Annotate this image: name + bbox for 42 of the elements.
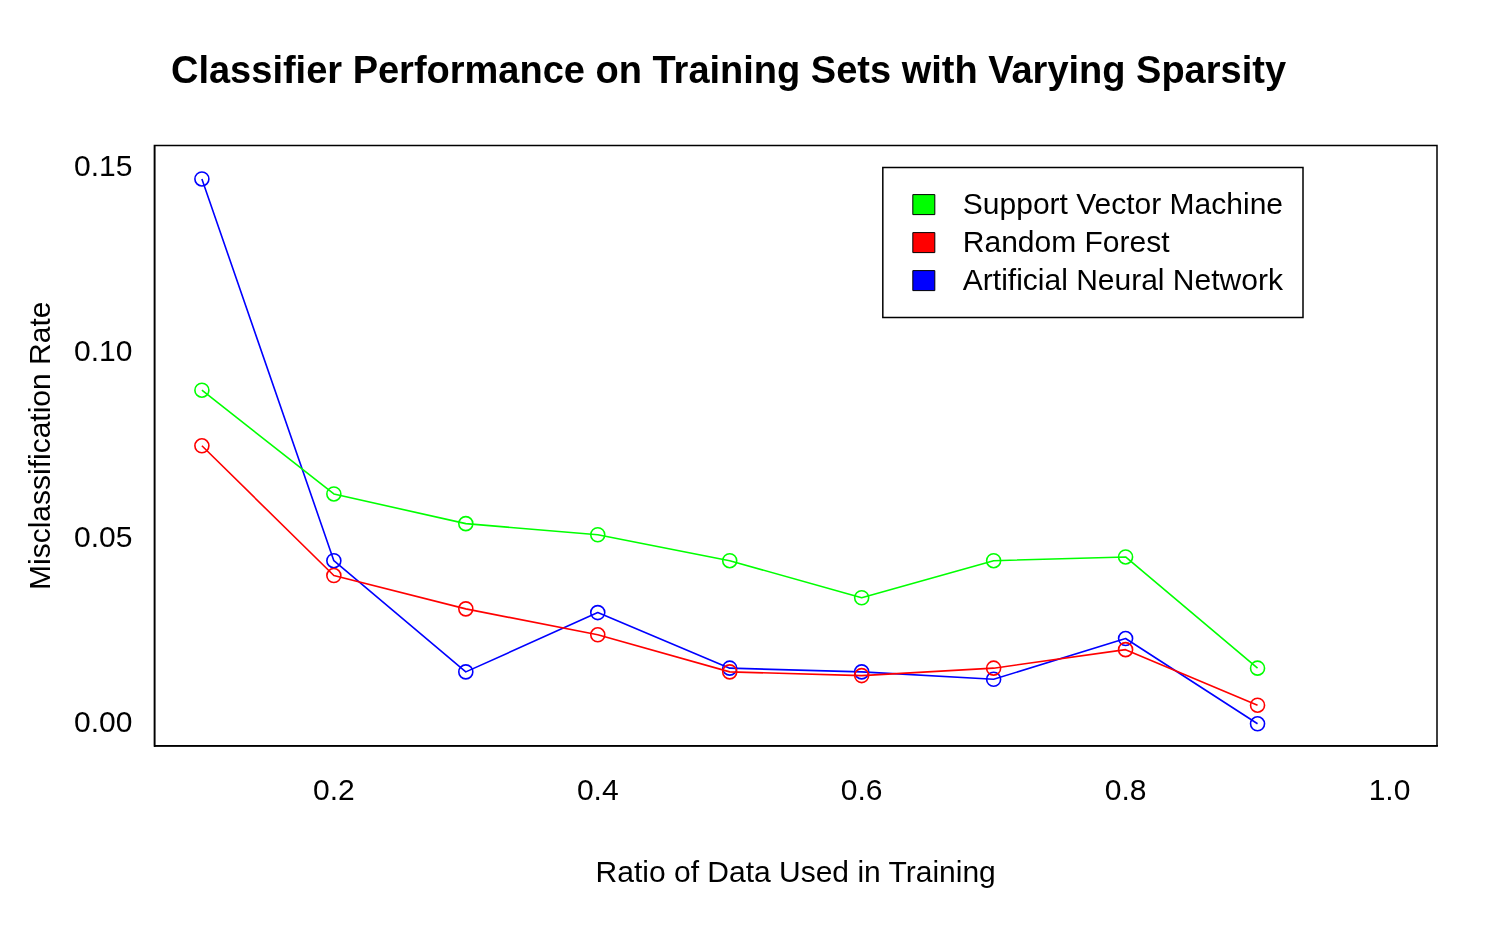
- point: [985, 660, 1002, 676]
- point: [194, 382, 210, 399]
- y-tick-label: 0.10: [74, 334, 133, 368]
- point: [1249, 697, 1266, 714]
- point: [853, 589, 870, 606]
- point: [194, 438, 210, 454]
- point: [589, 627, 606, 643]
- point: [326, 552, 342, 569]
- point: [721, 664, 738, 680]
- point: [985, 552, 1002, 569]
- legend-label: Support Vector Machine: [962, 186, 1283, 220]
- point: [589, 526, 606, 543]
- x-axis-title: Ratio of Data Used in Training: [595, 855, 996, 889]
- point: [1117, 549, 1134, 565]
- point: [721, 660, 738, 676]
- y-tick-label: 0.05: [74, 519, 133, 553]
- point: [853, 664, 870, 680]
- y-tick-label: 0.15: [74, 149, 133, 183]
- point: [1249, 715, 1266, 732]
- point: [194, 171, 210, 187]
- x-tick-label: 0.6: [840, 773, 883, 807]
- point: [1117, 630, 1134, 647]
- point: [326, 567, 342, 584]
- point: [458, 664, 474, 680]
- point: [589, 604, 606, 621]
- point: [458, 601, 474, 617]
- x-tick-label: 0.8: [1104, 773, 1147, 807]
- chart-title: Classifier Performance on Training Sets with Varying Sparsity: [170, 49, 1287, 92]
- point: [985, 671, 1002, 688]
- x-tick-label: 0.4: [576, 773, 619, 807]
- x-tick-label: 1.0: [1368, 773, 1411, 807]
- point: [721, 552, 738, 569]
- y-axis-title: Misclassification Rate: [23, 301, 57, 591]
- point: [1249, 660, 1266, 676]
- point: [458, 515, 474, 532]
- point: [853, 667, 870, 684]
- legend-label: Random Forest: [962, 224, 1171, 258]
- legend-label: Artificial Neural Network: [962, 262, 1284, 296]
- point: [1117, 641, 1134, 658]
- x-tick-label: 0.2: [312, 773, 355, 807]
- y-tick-label: 0.00: [74, 705, 133, 739]
- point: [326, 486, 342, 502]
